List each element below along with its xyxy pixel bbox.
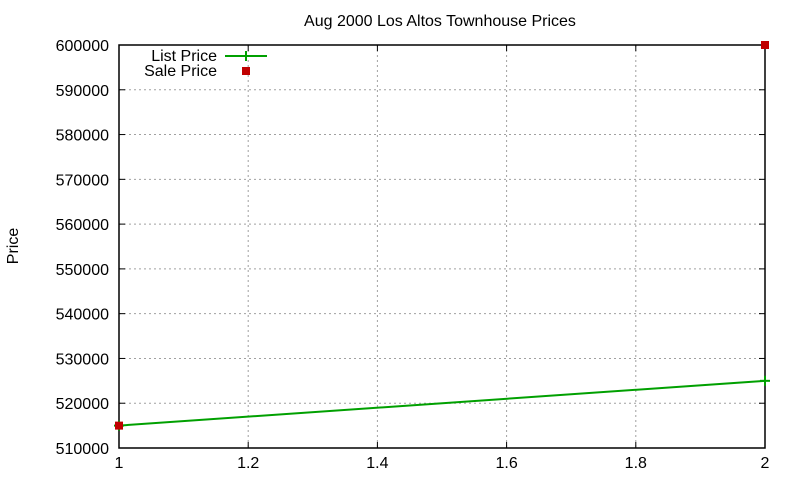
x-tick-label: 1 — [115, 455, 124, 472]
y-axis-label: Price — [5, 228, 22, 265]
y-tick-label: 540000 — [56, 307, 109, 324]
plot-series — [114, 41, 770, 431]
chart-title: Aug 2000 Los Altos Townhouse Prices — [304, 13, 576, 30]
y-tick-label: 550000 — [56, 262, 109, 279]
plot-border — [118, 44, 766, 449]
y-tick-label: 600000 — [56, 38, 109, 55]
y-tick-label: 580000 — [56, 128, 109, 145]
sale-price-marker — [115, 421, 123, 430]
x-tick-label: 1.6 — [495, 455, 517, 472]
grid-lines — [119, 45, 765, 448]
legend-label: Sale Price — [144, 63, 217, 80]
y-tick-label: 520000 — [56, 396, 109, 413]
x-tick-label: 2 — [761, 455, 770, 472]
y-tick-label: 570000 — [56, 172, 109, 189]
y-tick-label: 590000 — [56, 83, 109, 100]
axes — [118, 44, 766, 449]
list-price-line — [118, 379, 766, 427]
x-axis-ticks: 1 1.2 1.4 1.6 1.8 2 — [115, 45, 770, 472]
x-tick-label: 1.8 — [625, 455, 647, 472]
legend-label: List Price — [151, 48, 217, 65]
y-tick-label: 560000 — [56, 217, 109, 234]
legend-marker-sample — [242, 67, 250, 75]
sale-price-marker — [761, 41, 769, 49]
x-tick-label: 1.2 — [237, 455, 259, 472]
y-tick-label: 530000 — [56, 351, 109, 368]
y-tick-label: 510000 — [56, 441, 109, 458]
y-axis-ticks: 510000 520000 530000 540000 550000 560000 5700… — [56, 38, 765, 458]
x-tick-label: 1.4 — [366, 455, 388, 472]
